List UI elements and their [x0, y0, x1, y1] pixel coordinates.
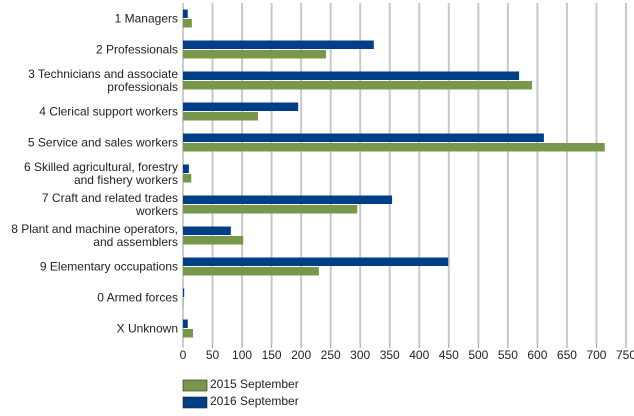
bar: [183, 288, 185, 297]
bar: [183, 19, 192, 28]
x-tick-label: 350: [380, 348, 400, 362]
bar: [183, 81, 533, 90]
y-tick-label: X Unknown: [116, 321, 178, 335]
x-tick-label: 600: [527, 348, 547, 362]
bar: [183, 9, 188, 18]
bar: [183, 174, 192, 183]
y-tick-label: 8 Plant and machine operators, and assem…: [11, 221, 178, 249]
bar: [183, 329, 194, 338]
bar: [183, 50, 326, 59]
y-tick-label: 5 Service and sales workers: [27, 135, 178, 149]
legend-label: 2015 September: [210, 377, 299, 391]
legend-label: 2016 September: [210, 394, 299, 408]
bar: [183, 226, 231, 235]
y-tick-label: 6 Skilled agricultural, forestry and fis…: [23, 159, 178, 187]
bar: [183, 40, 374, 49]
x-tick-label: 650: [557, 348, 577, 362]
x-tick-label: 750: [616, 348, 634, 362]
y-tick-label: 0 Armed forces: [97, 290, 178, 304]
bar: [183, 298, 184, 307]
bar: [183, 164, 189, 173]
bar: [183, 319, 188, 328]
x-tick-label: 400: [409, 348, 429, 362]
y-tick-label: 3 Technicians and associate professional…: [28, 66, 178, 94]
y-tick-label: 9 Elementary occupations: [39, 259, 178, 273]
bar: [183, 257, 449, 266]
bar: [183, 102, 299, 111]
y-tick-label: 2 Professionals: [95, 42, 178, 56]
x-tick-label: 250: [321, 348, 341, 362]
x-tick-label: 550: [498, 348, 518, 362]
y-tick-label: 1 Managers: [114, 11, 178, 25]
bar: [183, 205, 358, 214]
y-tick-label: 7 Craft and related trades workers: [41, 190, 178, 218]
x-tick-label: 200: [291, 348, 311, 362]
x-tick-label: 100: [232, 348, 252, 362]
bar: [183, 267, 319, 276]
x-tick-label: 700: [586, 348, 606, 362]
x-tick-label: 500: [468, 348, 488, 362]
bar: [183, 143, 605, 152]
bar: [183, 112, 259, 121]
bar: [183, 133, 544, 142]
x-tick-label: 450: [439, 348, 459, 362]
legend-swatch: [182, 396, 208, 409]
x-tick-label: 300: [350, 348, 370, 362]
x-tick-label: 0: [180, 348, 187, 362]
y-tick-label: 4 Clerical support workers: [39, 104, 178, 118]
legend-swatch: [182, 379, 208, 392]
bar: [183, 236, 244, 245]
bar: [183, 71, 520, 80]
bar: [183, 195, 393, 204]
x-tick-label: 50: [206, 348, 220, 362]
x-tick-label: 150: [262, 348, 282, 362]
